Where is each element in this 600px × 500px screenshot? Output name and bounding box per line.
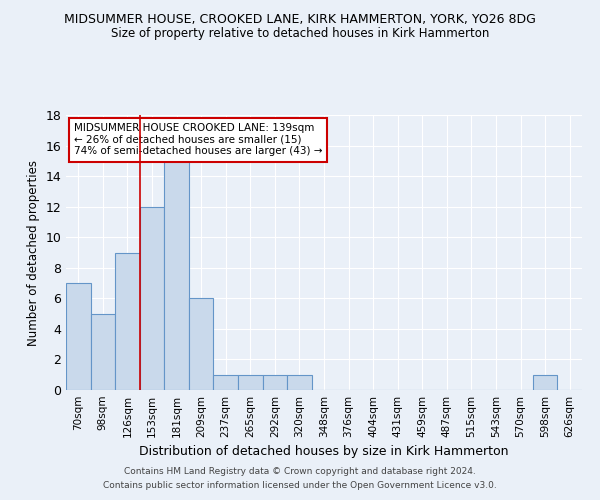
Bar [238,374,263,390]
Bar [164,161,189,390]
Text: Contains HM Land Registry data © Crown copyright and database right 2024.: Contains HM Land Registry data © Crown c… [124,467,476,476]
Text: MIDSUMMER HOUSE CROOKED LANE: 139sqm
← 26% of detached houses are smaller (15)
7: MIDSUMMER HOUSE CROOKED LANE: 139sqm ← 2… [74,123,322,156]
Bar [91,314,115,390]
Text: MIDSUMMER HOUSE, CROOKED LANE, KIRK HAMMERTON, YORK, YO26 8DG: MIDSUMMER HOUSE, CROOKED LANE, KIRK HAMM… [64,12,536,26]
Bar [263,374,287,390]
Text: Contains public sector information licensed under the Open Government Licence v3: Contains public sector information licen… [103,481,497,490]
Bar [189,298,214,390]
Bar [214,374,238,390]
Text: Size of property relative to detached houses in Kirk Hammerton: Size of property relative to detached ho… [111,28,489,40]
Bar [533,374,557,390]
Bar [66,283,91,390]
Bar [140,206,164,390]
Y-axis label: Number of detached properties: Number of detached properties [27,160,40,346]
X-axis label: Distribution of detached houses by size in Kirk Hammerton: Distribution of detached houses by size … [139,446,509,458]
Bar [115,252,140,390]
Bar [287,374,312,390]
